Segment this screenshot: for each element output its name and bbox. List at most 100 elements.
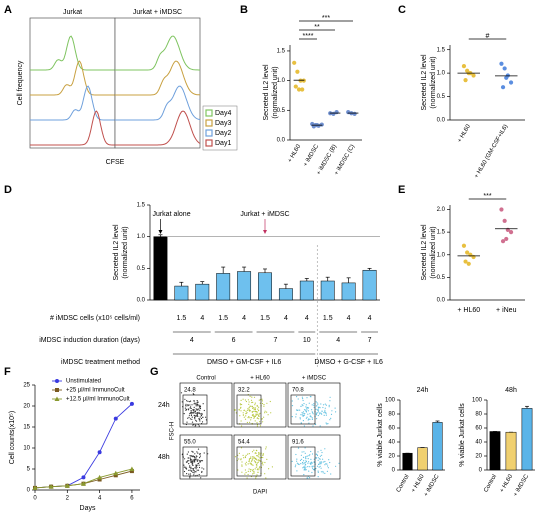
- cell-dot: [245, 454, 247, 456]
- y-axis-label: Secreted IL2 level: [113, 224, 120, 280]
- cell-dot: [303, 414, 305, 416]
- cell-dot: [184, 458, 186, 460]
- cell-dot: [192, 393, 194, 395]
- cell-dot: [256, 417, 258, 419]
- cell-dot: [253, 457, 255, 460]
- cell-dot: [196, 460, 198, 462]
- cell-dot: [197, 401, 199, 403]
- cell-dot: [294, 466, 296, 468]
- cell-dot: [320, 463, 322, 465]
- legend-label: Day4: [215, 110, 231, 117]
- cell-dot: [258, 456, 260, 458]
- cell-dot: [253, 417, 255, 419]
- cell-dot: [312, 425, 314, 427]
- cell-dot: [253, 396, 256, 398]
- cell-dot: [302, 399, 304, 402]
- gate: [290, 446, 316, 477]
- cell-dot: [261, 398, 263, 400]
- cell-dot: [258, 413, 260, 415]
- cell-dot: [316, 418, 318, 420]
- panel-letter: G: [150, 366, 159, 378]
- cell-dot: [324, 460, 326, 463]
- data-point: [499, 207, 504, 212]
- bar: [402, 452, 413, 471]
- x-axis-label: DAPI: [253, 490, 267, 496]
- row-value: 4: [242, 315, 246, 322]
- cell-dot: [234, 456, 237, 458]
- cell-dot: [261, 402, 264, 405]
- cell-dot: [197, 424, 199, 426]
- data-point: [113, 473, 118, 478]
- legend-marker: [54, 396, 60, 401]
- cell-dot: [258, 418, 260, 420]
- cell-dot: [180, 392, 183, 394]
- legend-label: +25 µl/ml ImmunoCult: [66, 388, 125, 394]
- cell-dot: [313, 404, 315, 406]
- cell-dot: [318, 463, 320, 466]
- cell-dot: [190, 466, 192, 468]
- gate-percent: 91.6: [292, 440, 304, 446]
- y-tick-label: 0.0: [137, 298, 146, 304]
- cell-dot: [196, 400, 198, 402]
- cell-dot: [259, 466, 261, 468]
- cell-dot: [195, 455, 197, 457]
- data-point: [64, 483, 70, 488]
- cell-dot: [251, 401, 253, 404]
- cell-dot: [248, 416, 250, 418]
- cell-dot: [317, 470, 319, 472]
- cell-dot: [304, 447, 306, 449]
- cell-dot: [251, 396, 253, 398]
- data-point: [508, 80, 514, 85]
- cell-dot: [319, 406, 321, 408]
- cell-dot: [189, 407, 191, 409]
- cell-dot: [192, 468, 195, 470]
- gate-percent: 55.0: [184, 440, 196, 446]
- cell-dot: [257, 414, 260, 416]
- cell-dot: [320, 403, 322, 405]
- y-tick-label: 1.5: [137, 203, 146, 209]
- cell-dot: [239, 403, 241, 405]
- cell-dot: [186, 408, 188, 410]
- cell-dot: [309, 415, 311, 417]
- cell-dot: [320, 449, 322, 451]
- cell-dot: [258, 452, 260, 455]
- cell-dot: [307, 413, 309, 415]
- cell-dot: [311, 404, 313, 406]
- cell-dot: [193, 456, 196, 458]
- gate-percent: 24.8: [184, 388, 196, 394]
- cell-dot: [298, 463, 300, 465]
- cell-dot: [264, 412, 266, 414]
- cell-dot: [245, 461, 247, 463]
- cell-dot: [193, 474, 195, 476]
- data-point: [113, 470, 119, 476]
- cell-dot: [321, 413, 323, 415]
- cell-dot: [259, 467, 261, 469]
- y-tick-label: 0.0: [437, 118, 446, 124]
- cell-dot: [189, 404, 191, 406]
- cell-dot: [191, 463, 193, 465]
- cell-dot: [309, 454, 311, 456]
- cell-dot: [256, 414, 258, 416]
- gate: [182, 446, 208, 477]
- cell-dot: [303, 409, 306, 411]
- legend-label: Day3: [215, 120, 231, 127]
- cell-dot: [261, 462, 263, 465]
- legend-label: Unstimulated: [66, 379, 101, 385]
- gate: [236, 446, 262, 477]
- cell-dot: [303, 403, 305, 405]
- cell-dot: [240, 447, 243, 449]
- cell-dot: [320, 461, 322, 463]
- chart-title: 24h: [417, 387, 429, 394]
- x-tick-label: + HL60: [499, 473, 514, 493]
- cell-dot: [307, 407, 309, 409]
- cell-dot: [247, 473, 249, 476]
- cell-dot: [193, 406, 195, 408]
- y-tick-label: 40: [475, 440, 482, 446]
- cell-dot: [199, 413, 201, 415]
- cell-dot: [301, 414, 303, 416]
- cell-dot: [315, 401, 317, 403]
- cell-dot: [249, 462, 251, 464]
- cell-dot: [203, 468, 205, 470]
- bar: [521, 408, 533, 471]
- y-tick-label: 1.5: [437, 230, 446, 236]
